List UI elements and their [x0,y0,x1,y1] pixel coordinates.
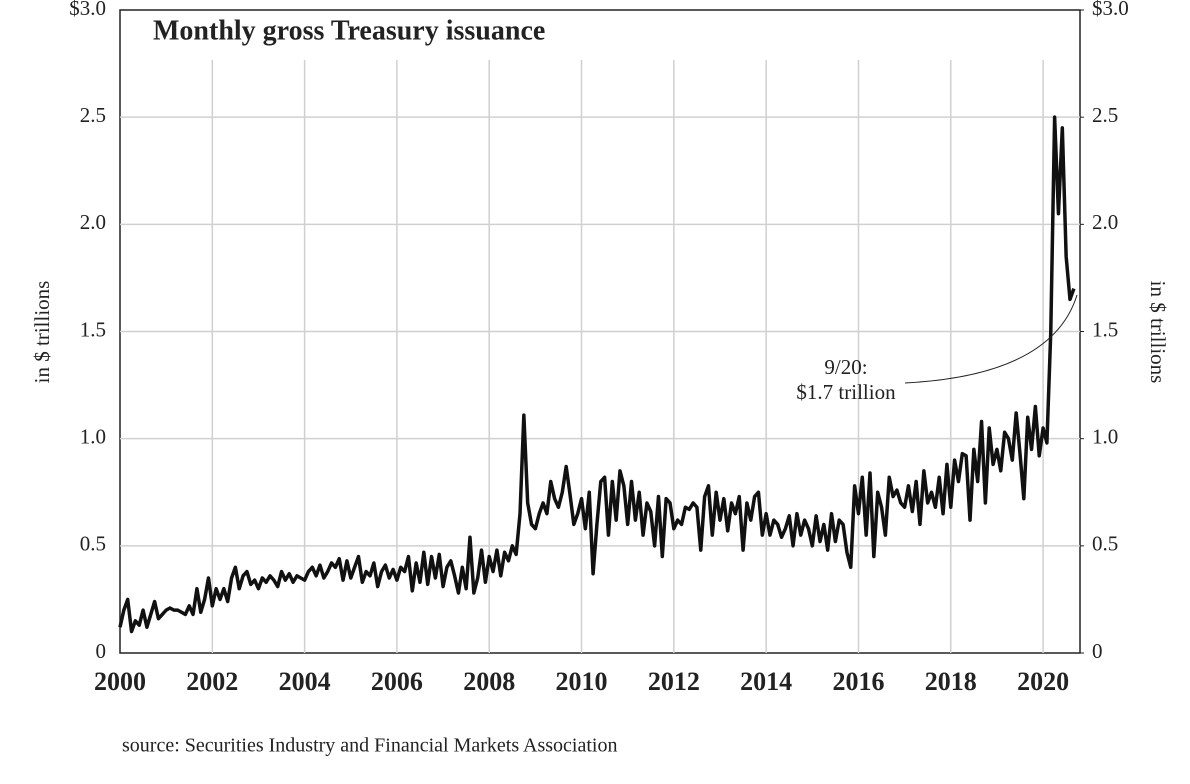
chart-title: Monthly gross Treasury issuance [153,15,545,46]
y2-axis-label: in $ trillions [1146,281,1170,384]
y-tick-label: 0.5 [80,532,106,556]
x-tick-label: 2008 [463,667,515,696]
x-tick-label: 2012 [648,667,700,696]
y2-tick-label: 0.5 [1092,532,1118,556]
y2-tick-label: 2.0 [1092,210,1118,234]
y-tick-label: 2.0 [80,210,106,234]
x-tick-label: 2014 [740,667,792,696]
source-note: source: Securities Industry and Financia… [122,735,617,757]
x-tick-label: 2018 [925,667,977,696]
y-tick-label: 1.0 [80,424,106,448]
x-tick-label: 2004 [279,667,331,696]
title-backdrop [140,12,620,57]
y2-tick-label: 2.5 [1092,103,1118,127]
annotation: $1.7 trillion [796,380,896,404]
y2-tick-label: 1.0 [1092,424,1118,448]
y2-tick-label: 1.5 [1092,317,1118,341]
y2-tick-label: 0 [1092,639,1103,663]
y-axis-label: in $ trillions [30,281,54,384]
x-tick-label: 2006 [371,667,423,696]
y-tick-label: 2.5 [80,103,106,127]
y2-tick-label: $3.0 [1092,0,1129,20]
x-tick-label: 2010 [556,667,608,696]
x-tick-label: 2016 [832,667,884,696]
annotation: 9/20: [824,355,867,379]
data-line [118,115,1076,634]
annotation-leader [904,294,1078,384]
x-tick-label: 2002 [186,667,238,696]
y-tick-label: 1.5 [80,317,106,341]
x-tick-label: 2020 [1017,667,1069,696]
y-tick-label: $3.0 [69,0,106,20]
x-tick-label: 2000 [94,667,146,696]
y-tick-label: 0 [96,639,107,663]
